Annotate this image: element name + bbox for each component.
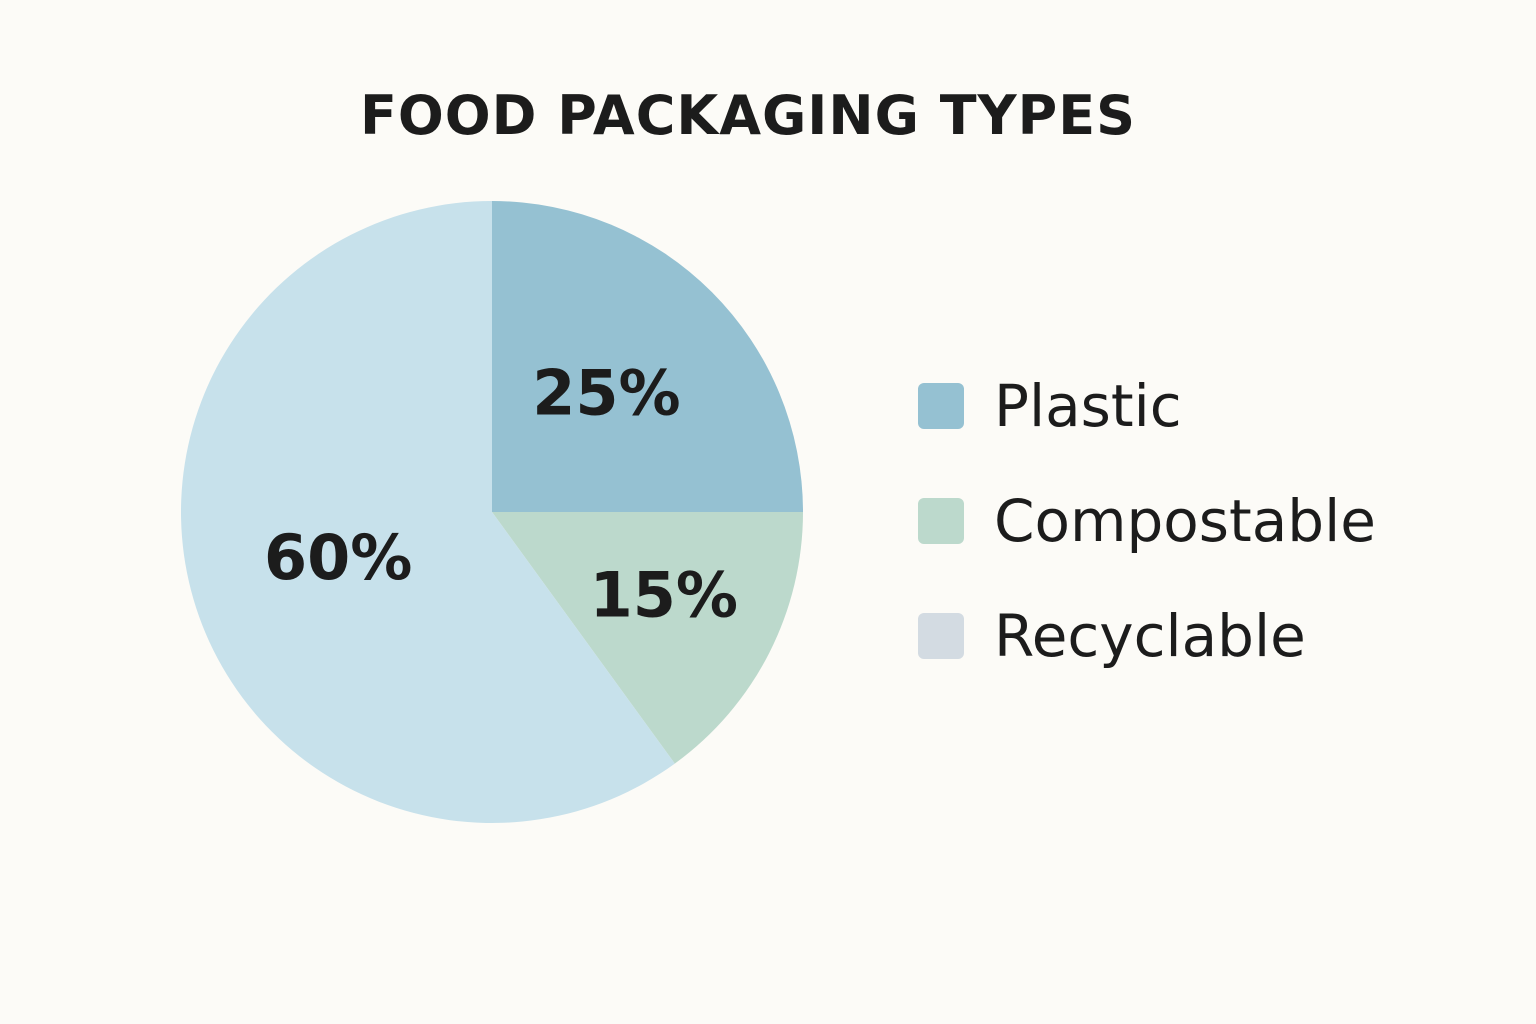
pie-slice-2	[180, 200, 675, 824]
pie-slice-label-2: 60%	[264, 521, 412, 594]
chart-title: FOOD PACKAGING TYPES	[359, 84, 1137, 147]
pie-slice-label-1: 15%	[590, 559, 738, 632]
legend-label-recyclable: Recyclable	[994, 602, 1306, 670]
legend-swatch-compostable	[918, 498, 964, 544]
legend-item-plastic: Plastic	[918, 370, 1376, 442]
legend-item-compostable: Compostable	[918, 485, 1376, 557]
legend-swatch-plastic	[918, 383, 964, 429]
legend: Plastic Compostable Recyclable	[918, 370, 1376, 715]
legend-swatch-recyclable	[918, 613, 964, 659]
legend-label-compostable: Compostable	[994, 487, 1376, 555]
pie-slice-0	[492, 201, 803, 512]
pie-slice-label-0: 25%	[532, 357, 680, 430]
legend-item-recyclable: Recyclable	[918, 600, 1376, 672]
legend-label-plastic: Plastic	[994, 372, 1182, 440]
pie-slice-1	[492, 512, 803, 764]
